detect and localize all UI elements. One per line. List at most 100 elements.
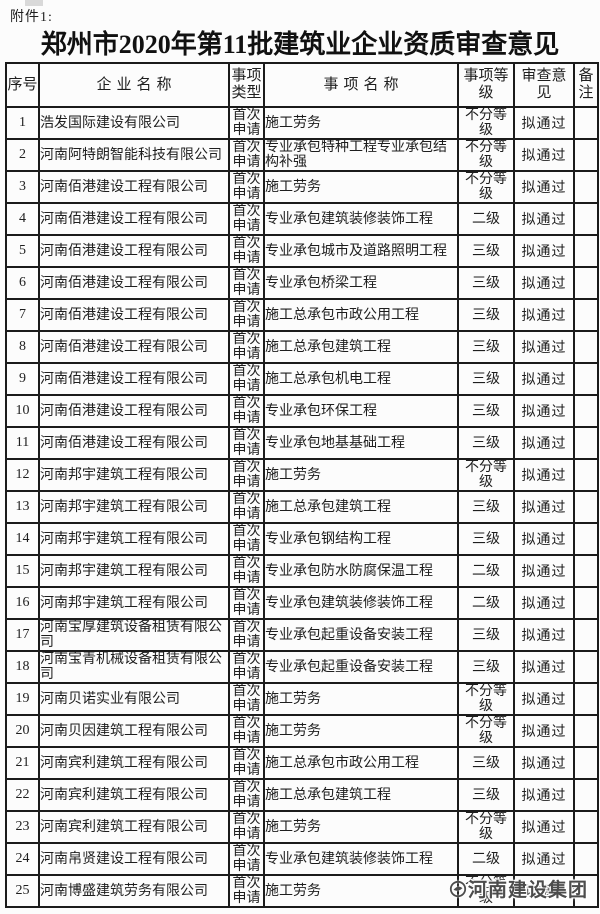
cell-item-name: 专业承包特种工程专业承包结构补强 <box>263 138 459 172</box>
cell-application-type: 首次申请 <box>228 778 265 812</box>
cell-item-level: 不分等级 <box>457 106 515 140</box>
cell-application-type: 首次申请 <box>228 746 265 780</box>
table-header-row: 序号 企业名称 事项类型 事项名称 事项等级 审查意见 备注 <box>5 62 599 108</box>
table-row: 15 河南邦宇建筑工程有限公司 首次申请 专业承包防水防腐保温工程 二级 拟通过 <box>5 554 599 588</box>
cell-item-name: 专业承包建筑装修装饰工程 <box>263 586 459 620</box>
cell-review-opinion: 拟通过 <box>513 330 575 364</box>
table-row: 21 河南宾利建筑工程有限公司 首次申请 施工总承包市政公用工程 三级 拟通过 <box>5 746 599 780</box>
scan-artifact <box>25 0 43 6</box>
cell-item-level: 二级 <box>457 202 515 236</box>
cell-application-type: 首次申请 <box>228 554 265 588</box>
cell-remark <box>573 426 599 460</box>
cell-company-name: 河南邦宇建筑工程有限公司 <box>38 490 230 524</box>
table-row: 18 河南宝青机械设备租赁有限公司 首次申请 专业承包起重设备安装工程 三级 拟… <box>5 650 599 684</box>
cell-review-opinion: 拟通过 <box>513 266 575 300</box>
cell-item-level: 三级 <box>457 362 515 396</box>
table-row: 4 河南佰港建设工程有限公司 首次申请 专业承包建筑装修装饰工程 二级 拟通过 <box>5 202 599 236</box>
table-row: 1 浩发国际建设有限公司 首次申请 施工劳务 不分等级 拟通过 <box>5 106 599 140</box>
cell-review-opinion: 拟通过 <box>513 426 575 460</box>
cell-application-type: 首次申请 <box>228 202 265 236</box>
cell-item-level: 二级 <box>457 842 515 876</box>
cell-company-name: 河南佰港建设工程有限公司 <box>38 170 230 204</box>
cell-remark <box>573 106 599 140</box>
cell-item-level: 三级 <box>457 522 515 556</box>
cell-serial-number: 24 <box>5 842 40 876</box>
cell-serial-number: 20 <box>5 714 40 748</box>
cell-serial-number: 23 <box>5 810 40 844</box>
cell-item-name: 施工总承包市政公用工程 <box>263 298 459 332</box>
cell-item-name: 专业承包地基基础工程 <box>263 426 459 460</box>
cell-company-name: 河南佰港建设工程有限公司 <box>38 362 230 396</box>
cell-remark <box>573 298 599 332</box>
cell-serial-number: 14 <box>5 522 40 556</box>
cell-serial-number: 2 <box>5 138 40 172</box>
cell-company-name: 河南佰港建设工程有限公司 <box>38 330 230 364</box>
cell-serial-number: 25 <box>5 874 40 908</box>
cell-application-type: 首次申请 <box>228 106 265 140</box>
cell-serial-number: 17 <box>5 618 40 652</box>
header-item-level: 事项等级 <box>457 62 515 108</box>
cell-serial-number: 21 <box>5 746 40 780</box>
cell-company-name: 河南博盛建筑劳务有限公司 <box>38 874 230 908</box>
cell-item-name: 专业承包钢结构工程 <box>263 522 459 556</box>
cell-application-type: 首次申请 <box>228 330 265 364</box>
cell-serial-number: 13 <box>5 490 40 524</box>
cell-application-type: 首次申请 <box>228 234 265 268</box>
cell-application-type: 首次申请 <box>228 618 265 652</box>
cell-application-type: 首次申请 <box>228 170 265 204</box>
cell-application-type: 首次申请 <box>228 426 265 460</box>
header-application-type: 事项类型 <box>228 62 265 108</box>
cell-item-level: 不分等级 <box>457 170 515 204</box>
cell-item-name: 施工总承包机电工程 <box>263 362 459 396</box>
cell-item-level: 不分等级 <box>457 138 515 172</box>
cell-review-opinion: 拟通过 <box>513 138 575 172</box>
cell-application-type: 首次申请 <box>228 394 265 428</box>
cell-serial-number: 4 <box>5 202 40 236</box>
cell-serial-number: 7 <box>5 298 40 332</box>
cell-review-opinion: 拟通过 <box>513 586 575 620</box>
cell-item-name: 专业承包起重设备安装工程 <box>263 650 459 684</box>
cell-item-name: 施工总承包建筑工程 <box>263 778 459 812</box>
cell-item-name: 专业承包城市及道路照明工程 <box>263 234 459 268</box>
cell-application-type: 首次申请 <box>228 650 265 684</box>
cell-item-name: 施工劳务 <box>263 714 459 748</box>
cell-company-name: 河南佰港建设工程有限公司 <box>38 298 230 332</box>
table-header: 序号 企业名称 事项类型 事项名称 事项等级 审查意见 备注 <box>5 62 599 108</box>
cell-remark <box>573 330 599 364</box>
qualification-review-table: 序号 企业名称 事项类型 事项名称 事项等级 审查意见 备注 1 浩发国际建设有… <box>5 62 599 908</box>
header-review-opinion: 审查意见 <box>513 62 575 108</box>
table-row: 10 河南佰港建设工程有限公司 首次申请 专业承包环保工程 三级 拟通过 <box>5 394 599 428</box>
cell-item-name: 施工劳务 <box>263 170 459 204</box>
cell-application-type: 首次申请 <box>228 490 265 524</box>
cell-review-opinion: 拟通过 <box>513 458 575 492</box>
cell-item-name: 专业承包防水防腐保温工程 <box>263 554 459 588</box>
cell-company-name: 河南佰港建设工程有限公司 <box>38 234 230 268</box>
table-row: 13 河南邦宇建筑工程有限公司 首次申请 施工总承包建筑工程 三级 拟通过 <box>5 490 599 524</box>
cell-remark <box>573 682 599 716</box>
cell-item-name: 专业承包建筑装修装饰工程 <box>263 842 459 876</box>
cell-serial-number: 10 <box>5 394 40 428</box>
cell-serial-number: 5 <box>5 234 40 268</box>
cell-application-type: 首次申请 <box>228 842 265 876</box>
cell-remark <box>573 490 599 524</box>
cell-application-type: 首次申请 <box>228 810 265 844</box>
cell-item-level: 三级 <box>457 490 515 524</box>
cell-remark <box>573 458 599 492</box>
cell-remark <box>573 810 599 844</box>
cell-remark <box>573 202 599 236</box>
cell-company-name: 河南佰港建设工程有限公司 <box>38 202 230 236</box>
table-row: 23 河南宾利建筑工程有限公司 首次申请 施工劳务 不分等级 拟通过 <box>5 810 599 844</box>
cell-company-name: 河南宝青机械设备租赁有限公司 <box>38 650 230 684</box>
cell-item-level: 三级 <box>457 234 515 268</box>
cell-serial-number: 11 <box>5 426 40 460</box>
cell-company-name: 河南贝诺实业有限公司 <box>38 682 230 716</box>
table-row: 16 河南邦宇建筑工程有限公司 首次申请 专业承包建筑装修装饰工程 二级 拟通过 <box>5 586 599 620</box>
cell-company-name: 河南佰港建设工程有限公司 <box>38 426 230 460</box>
cell-item-name: 施工总承包建筑工程 <box>263 490 459 524</box>
cell-review-opinion: 拟通过 <box>513 522 575 556</box>
cell-item-level: 三级 <box>457 618 515 652</box>
cell-application-type: 首次申请 <box>228 874 265 908</box>
page-title: 郑州市2020年第11批建筑业企业资质审查意见 <box>40 30 560 59</box>
cell-review-opinion: 拟通过 <box>513 746 575 780</box>
cell-review-opinion: 拟通过 <box>513 650 575 684</box>
